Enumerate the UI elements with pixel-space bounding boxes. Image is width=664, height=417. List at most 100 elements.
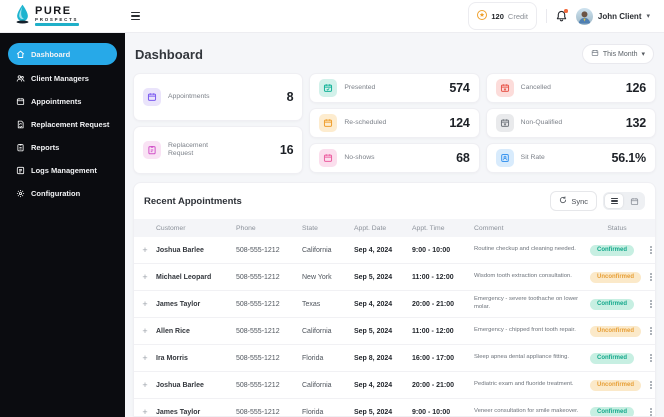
stat-value: 126: [625, 81, 646, 95]
status-badge: Confirmed: [590, 406, 634, 416]
calendar-view-button[interactable]: [625, 194, 643, 208]
home-icon: [16, 50, 25, 59]
sidebar-item-label: Client Managers: [31, 73, 89, 83]
chevron-down-icon: ▾: [641, 51, 645, 58]
status-badge: Unconfirmed: [590, 325, 642, 337]
row-menu-kebab-icon[interactable]: [648, 271, 655, 284]
cell-state: Florida: [302, 408, 324, 416]
cell-state: Texas: [302, 300, 321, 308]
sidebar-item-label: Replacement Request: [31, 119, 110, 129]
stat-card-presented[interactable]: Presented 574: [309, 73, 480, 103]
page-title: Dashboard: [135, 46, 203, 62]
expand-row-icon[interactable]: +: [142, 299, 148, 309]
cell-appt-date: Sep 8, 2024: [354, 354, 393, 362]
table-row[interactable]: + James Taylor 508-555-1212 Florida Sep …: [134, 399, 655, 416]
stat-card-non-qualified[interactable]: Non-Qualified 132: [485, 108, 656, 138]
table-row[interactable]: + Joshua Barlee 508-555-1212 California …: [134, 237, 655, 264]
row-menu-kebab-icon[interactable]: [648, 352, 655, 365]
user-menu[interactable]: John Client ▾: [575, 7, 650, 25]
calendar-block-icon: [495, 114, 514, 132]
sidebar-item-replacement-request[interactable]: Replacement Request: [8, 114, 117, 134]
table-row[interactable]: + James Taylor 508-555-1212 Texas Sep 4,…: [134, 291, 655, 318]
status-badge: Unconfirmed: [590, 379, 642, 391]
table-row[interactable]: + Allen Rice 508-555-1212 California Sep…: [134, 318, 655, 345]
expand-row-icon[interactable]: +: [142, 353, 148, 363]
cell-customer: Joshua Barlee: [156, 381, 204, 389]
sidebar-item-client-managers[interactable]: Client Managers: [8, 68, 117, 88]
cell-comment: Sleep apnea dental appliance fitting.: [474, 354, 569, 361]
expand-row-icon[interactable]: +: [142, 380, 148, 390]
calendar-icon: [591, 49, 599, 59]
list-view-button[interactable]: [605, 194, 623, 208]
calendar-refresh-icon: [319, 114, 338, 132]
stat-card-no-shows[interactable]: No-shows 68: [309, 143, 480, 173]
expand-row-icon[interactable]: +: [142, 407, 148, 416]
stat-card-appointments[interactable]: Appointments 8: [133, 73, 304, 121]
cell-state: Florida: [302, 354, 324, 362]
list-box-icon: [16, 166, 25, 175]
cell-appt-date: Sep 4, 2024: [354, 300, 393, 308]
cell-appt-date: Sep 5, 2024: [354, 327, 393, 335]
period-filter-dropdown[interactable]: This Month ▾: [581, 44, 654, 64]
sidebar-toggle-hamburger-icon[interactable]: [131, 11, 140, 21]
sidebar-item-logs-management[interactable]: Logs Management: [8, 160, 117, 180]
table-row[interactable]: + Joshua Barlee 508-555-1212 California …: [134, 372, 655, 399]
table-row[interactable]: + Michael Leopard 508-555-1212 New York …: [134, 264, 655, 291]
users-icon: [16, 74, 25, 83]
row-menu-kebab-icon[interactable]: [648, 244, 655, 257]
row-menu-kebab-icon[interactable]: [648, 379, 655, 392]
stat-label: Re-scheduled: [344, 118, 387, 126]
sidebar-item-dashboard[interactable]: Dashboard: [8, 43, 117, 65]
stat-label: Cancelled: [520, 83, 551, 91]
stat-card-replacement-request[interactable]: Replacement Request 16: [133, 126, 304, 174]
credits-label: Credit: [507, 11, 528, 21]
cell-state: New York: [302, 273, 332, 281]
calendar-icon: [16, 97, 25, 106]
cell-state: California: [302, 246, 332, 254]
stat-value: 16: [279, 143, 294, 157]
row-menu-kebab-icon[interactable]: [648, 406, 655, 416]
notifications-bell-icon[interactable]: [556, 9, 568, 22]
clipboard-icon: [16, 143, 25, 152]
credits-value: 120: [491, 11, 504, 21]
stat-card-rescheduled[interactable]: Re-scheduled 124: [309, 108, 480, 138]
logo-tagline: [35, 23, 79, 27]
stat-card-sit-rate[interactable]: Sit Rate 56.1%: [485, 143, 656, 173]
cell-appt-date: Sep 4, 2024: [354, 381, 393, 389]
sync-button[interactable]: Sync: [550, 191, 597, 211]
cell-appt-time: 20:00 - 21:00: [412, 300, 455, 308]
sync-label: Sync: [571, 196, 588, 206]
expand-row-icon[interactable]: +: [142, 245, 148, 255]
user-name: John Client: [597, 11, 642, 21]
expand-row-icon[interactable]: +: [142, 326, 148, 336]
cell-customer: Allen Rice: [156, 327, 190, 335]
cell-comment: Wisdom tooth extraction consultation.: [474, 273, 572, 280]
sidebar-item-label: Reports: [31, 142, 60, 152]
row-menu-kebab-icon[interactable]: [648, 298, 655, 311]
cell-phone: 508-555-1212: [236, 246, 280, 254]
notification-dot: [564, 9, 568, 13]
sidebar-item-appointments[interactable]: Appointments: [8, 91, 117, 111]
stat-value: 124: [449, 116, 470, 130]
table-title: Recent Appointments: [144, 195, 242, 207]
header-divider: [545, 9, 547, 23]
status-badge: Unconfirmed: [590, 271, 642, 283]
clipboard-edit-icon: [143, 141, 161, 159]
stat-card-cancelled[interactable]: Cancelled 126: [485, 73, 656, 103]
expand-row-icon[interactable]: +: [142, 272, 148, 282]
cell-state: California: [302, 327, 332, 335]
stat-label: Replacement Request: [168, 141, 209, 157]
sidebar: Dashboard Client Managers Appointments R…: [0, 33, 125, 417]
table-row[interactable]: + Ira Morris 508-555-1212 Florida Sep 8,…: [134, 345, 655, 372]
cell-customer: James Taylor: [156, 300, 201, 308]
app-logo[interactable]: PURE PROSPECTS: [0, 4, 125, 29]
row-menu-kebab-icon[interactable]: [648, 325, 655, 338]
sidebar-item-reports[interactable]: Reports: [8, 137, 117, 157]
sidebar-item-label: Dashboard: [31, 49, 71, 59]
sidebar-item-configuration[interactable]: Configuration: [8, 183, 117, 203]
list-icon: [610, 197, 618, 205]
credits-badge[interactable]: 120 Credit: [468, 2, 537, 30]
table-body: + Joshua Barlee 508-555-1212 California …: [134, 237, 655, 416]
cell-appt-date: Sep 5, 2024: [354, 273, 393, 281]
cell-customer: Ira Morris: [156, 354, 188, 362]
